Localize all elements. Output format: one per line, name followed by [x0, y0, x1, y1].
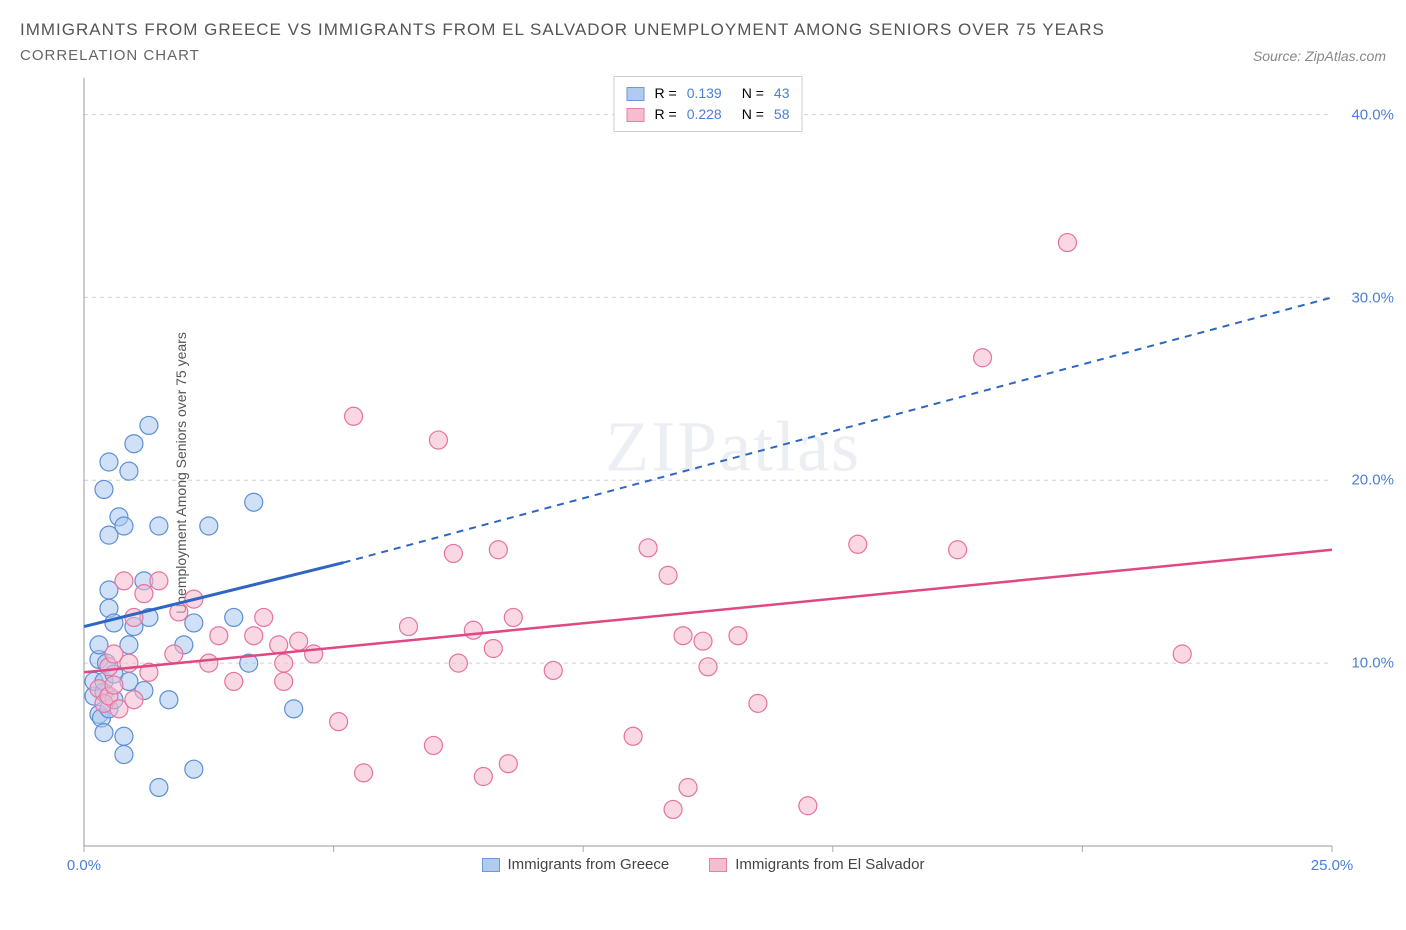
- y-tick-label: 40.0%: [1351, 106, 1394, 123]
- r-value-greece: 0.139: [687, 83, 722, 104]
- r-value-elsalvador: 0.228: [687, 104, 722, 125]
- chart-title: IMMIGRANTS FROM GREECE VS IMMIGRANTS FRO…: [20, 16, 1105, 43]
- legend-label-elsalvador: Immigrants from El Salvador: [735, 856, 924, 873]
- n-label: N =: [742, 83, 764, 104]
- n-value-greece: 43: [774, 83, 790, 104]
- chart-container: Unemployment Among Seniors over 75 years…: [20, 72, 1386, 873]
- chart-subtitle: CORRELATION CHART: [20, 47, 1105, 64]
- r-label: R =: [655, 104, 677, 125]
- legend-row-elsalvador: R = 0.228 N = 58: [627, 104, 790, 125]
- correlation-legend-box: R = 0.139 N = 43 R = 0.228 N = 58: [614, 76, 803, 132]
- title-block: IMMIGRANTS FROM GREECE VS IMMIGRANTS FRO…: [20, 16, 1105, 64]
- scatter-plot-svg: [78, 72, 1338, 852]
- swatch-greece: [482, 858, 500, 872]
- y-tick-label: 10.0%: [1351, 655, 1394, 672]
- r-label: R =: [655, 83, 677, 104]
- legend-row-greece: R = 0.139 N = 43: [627, 83, 790, 104]
- n-value-elsalvador: 58: [774, 104, 790, 125]
- legend-item-elsalvador: Immigrants from El Salvador: [709, 856, 924, 873]
- x-tick-label: 25.0%: [1311, 857, 1354, 874]
- y-tick-label: 20.0%: [1351, 472, 1394, 489]
- swatch-elsalvador: [627, 108, 645, 122]
- swatch-greece: [627, 87, 645, 101]
- swatch-elsalvador: [709, 858, 727, 872]
- y-tick-label: 30.0%: [1351, 289, 1394, 306]
- legend-label-greece: Immigrants from Greece: [508, 856, 670, 873]
- legend-item-greece: Immigrants from Greece: [482, 856, 670, 873]
- x-tick-label: 0.0%: [67, 857, 101, 874]
- n-label: N =: [742, 104, 764, 125]
- plot-area: R = 0.139 N = 43 R = 0.228 N = 58 ZIPatl…: [78, 72, 1338, 852]
- header-row: IMMIGRANTS FROM GREECE VS IMMIGRANTS FRO…: [20, 16, 1386, 64]
- source-label: Source: ZipAtlas.com: [1253, 48, 1386, 64]
- legend-bottom: Immigrants from Greece Immigrants from E…: [20, 856, 1386, 873]
